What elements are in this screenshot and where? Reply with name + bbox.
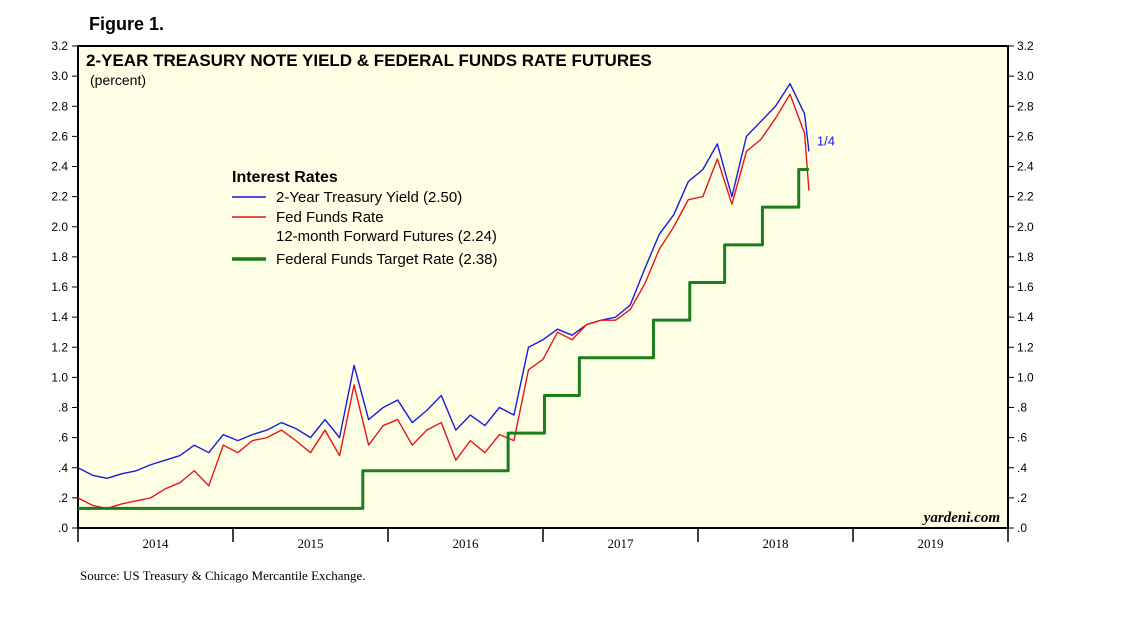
- y-tick-label-right: .0: [1017, 521, 1027, 535]
- y-tick-label-left: 2.8: [51, 99, 68, 113]
- y-tick-label-right: 1.0: [1017, 370, 1034, 384]
- x-tick-label: 2017: [608, 536, 635, 551]
- y-tick-label-right: 1.2: [1017, 340, 1034, 354]
- y-tick-label-left: .4: [58, 461, 68, 475]
- chart-subtitle: (percent): [90, 72, 146, 88]
- y-tick-label-left: 2.0: [51, 220, 68, 234]
- y-tick-label-left: 1.4: [51, 310, 68, 324]
- series-line-0: [77, 82, 810, 479]
- y-tick-label-right: 2.4: [1017, 160, 1034, 174]
- y-tick-label-right: 3.2: [1017, 39, 1034, 53]
- legend-label: Federal Funds Target Rate (2.38): [276, 251, 498, 268]
- legend-label: 12-month Forward Futures (2.24): [276, 228, 497, 245]
- source-note: Source: US Treasury & Chicago Mercantile…: [80, 568, 366, 583]
- y-tick-label-right: 2.6: [1017, 129, 1034, 143]
- y-tick-label-right: 2.0: [1017, 220, 1034, 234]
- y-tick-label-right: 3.0: [1017, 69, 1034, 83]
- x-tick-label: 2019: [918, 536, 944, 551]
- y-tick-label-left: 1.0: [51, 370, 68, 384]
- y-tick-label-right: 1.4: [1017, 310, 1034, 324]
- watermark: yardeni.com: [922, 510, 1000, 526]
- legend-label: Fed Funds Rate: [276, 209, 384, 226]
- y-tick-label-left: 2.2: [51, 190, 68, 204]
- y-tick-label-right: .8: [1017, 401, 1027, 415]
- y-tick-label-left: 3.0: [51, 69, 68, 83]
- legend-label: 2-Year Treasury Yield (2.50): [276, 189, 462, 206]
- y-tick-label-left: 1.2: [51, 340, 68, 354]
- x-tick-label: 2014: [143, 536, 170, 551]
- series-line-2: [78, 168, 809, 510]
- annotation-label: 1/4: [817, 133, 835, 148]
- plot-area: [77, 45, 1009, 529]
- figure-label: Figure 1.: [89, 14, 165, 34]
- y-tick-label-right: 1.6: [1017, 280, 1034, 294]
- y-tick-label-right: 2.8: [1017, 99, 1034, 113]
- y-tick-label-right: 1.8: [1017, 250, 1034, 264]
- y-tick-label-left: .8: [58, 401, 68, 415]
- y-tick-label-left: 1.6: [51, 280, 68, 294]
- y-tick-label-right: .6: [1017, 431, 1027, 445]
- axis-ticks: .0 .0 .2 .2 .4 .4 .6 .6 .8 .8 1.0 1.0 1.2 1.2 1.4 1.4 1.…: [51, 39, 1034, 551]
- y-tick-label-right: .2: [1017, 491, 1027, 505]
- series-line-1: [77, 93, 810, 510]
- series-group: [77, 82, 810, 510]
- x-tick-label: 2018: [763, 536, 789, 551]
- legend: Interest Rates 2-Year Treasury Yield (2.5…: [232, 169, 498, 268]
- y-tick-label-left: 1.8: [51, 250, 68, 264]
- y-tick-label-right: .4: [1017, 461, 1027, 475]
- y-tick-label-left: 2.6: [51, 129, 68, 143]
- y-tick-label-left: .2: [58, 491, 68, 505]
- y-tick-label-right: 2.2: [1017, 190, 1034, 204]
- y-tick-label-left: 3.2: [51, 39, 68, 53]
- x-tick-label: 2016: [453, 536, 480, 551]
- x-tick-label: 2015: [298, 536, 324, 551]
- legend-title: Interest Rates: [232, 169, 338, 186]
- y-tick-label-left: .0: [58, 521, 68, 535]
- y-tick-label-left: 2.4: [51, 160, 68, 174]
- chart-title: 2-YEAR TREASURY NOTE YIELD & FEDERAL FUN…: [86, 51, 652, 70]
- y-tick-label-left: .6: [58, 431, 68, 445]
